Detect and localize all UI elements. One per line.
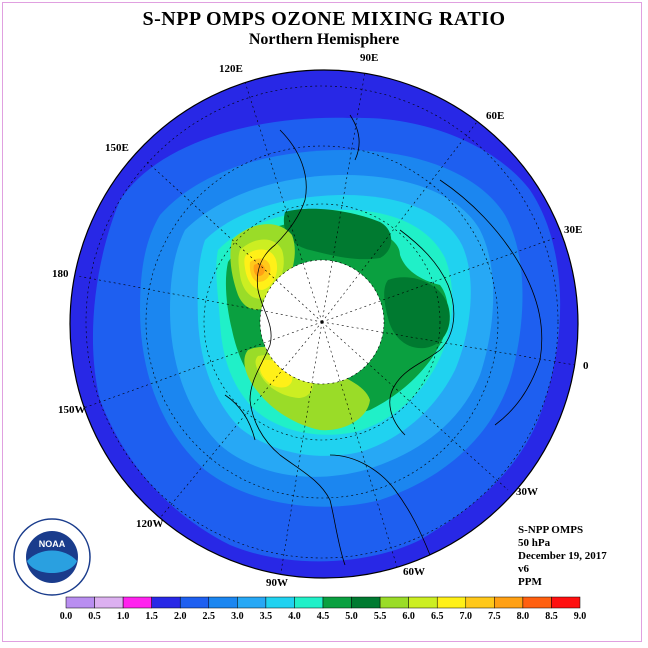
lon-label-150e: 150E <box>105 142 129 154</box>
info-date: December 19, 2017 <box>518 550 607 562</box>
legend-tick-label: 8.5 <box>545 611 558 622</box>
legend-tick-label: 3.0 <box>231 611 244 622</box>
graticule <box>77 71 576 578</box>
legend-swatch <box>94 596 124 609</box>
legend-swatch <box>522 596 552 609</box>
legend-tick-label: 7.5 <box>488 611 501 622</box>
legend-tick-label: 1.0 <box>117 611 130 622</box>
ozone-field <box>70 70 578 578</box>
legend-tick-label: 4.5 <box>317 611 330 622</box>
legend-tick-label: 9.0 <box>574 611 587 622</box>
legend-swatch <box>237 596 267 609</box>
legend-swatch <box>179 596 210 609</box>
info-version: v6 <box>518 563 529 575</box>
legend-tick-label: 8.0 <box>517 611 530 622</box>
coastlines <box>224 114 543 566</box>
legend-swatch <box>351 596 381 609</box>
legend-tick-label: 5.0 <box>345 611 358 622</box>
info-units: PPM <box>518 576 542 588</box>
lon-label-90w: 90W <box>266 577 288 589</box>
legend-swatch <box>436 596 467 609</box>
legend-swatch <box>322 596 352 609</box>
map-subtitle: Northern Hemisphere <box>248 31 400 48</box>
legend-swatch <box>408 596 438 609</box>
legend-swatch <box>65 596 95 609</box>
legend-swatch <box>294 596 324 609</box>
info-instrument: S-NPP OMPS <box>518 524 584 536</box>
legend-tick-label: 3.5 <box>260 611 273 622</box>
info-block: S-NPP OMPS 50 hPa December 19, 2017 v6 P… <box>518 524 607 589</box>
map-title: S-NPP OMPS OZONE MIXING RATIO <box>142 8 506 30</box>
legend-swatch <box>151 596 181 609</box>
plot-frame <box>2 2 642 642</box>
legend-swatch <box>122 596 152 609</box>
legend-tick-label: 6.0 <box>402 611 415 622</box>
lon-label-90e: 90E <box>360 52 379 64</box>
noaa-logo: NOAA <box>13 518 91 596</box>
lon-label-150w: 150W <box>58 404 86 416</box>
legend-tick-label: 2.0 <box>174 611 187 622</box>
lon-label-180: 180 <box>52 268 69 280</box>
legend-tick-label: 4.0 <box>288 611 301 622</box>
map-boundary <box>69 69 579 579</box>
lon-label-30w: 30W <box>516 486 538 498</box>
lon-label-60w: 60W <box>403 566 425 578</box>
contour-8-0 <box>253 263 265 277</box>
info-level: 50 hPa <box>518 537 551 549</box>
noaa-logo-text: NOAA <box>39 539 66 549</box>
legend-swatch <box>208 596 238 609</box>
legend-tick-label: 7.0 <box>460 611 473 622</box>
legend-tick-label: 5.5 <box>374 611 387 622</box>
legend-swatch <box>551 596 581 609</box>
contour-5-5 <box>283 208 392 260</box>
lon-label-120w: 120W <box>136 518 164 530</box>
legend-tick-label: 1.5 <box>145 611 158 622</box>
legend-tick-label: 6.5 <box>431 611 444 622</box>
legend-swatch <box>494 596 524 609</box>
legend-swatch <box>265 596 295 609</box>
legend-tick-label: 0.5 <box>88 611 101 622</box>
legend-tick-label: 0.0 <box>60 611 73 622</box>
legend-swatch <box>379 596 409 609</box>
legend-tick-label: 2.5 <box>203 611 216 622</box>
lon-label-120e: 120E <box>219 63 243 75</box>
contour-5-5-east <box>384 277 450 349</box>
legend-swatch <box>465 596 495 609</box>
lon-label-60e: 60E <box>486 110 505 122</box>
lon-label-30e: 30E <box>564 224 583 236</box>
lon-label-0: 0 <box>583 360 589 372</box>
